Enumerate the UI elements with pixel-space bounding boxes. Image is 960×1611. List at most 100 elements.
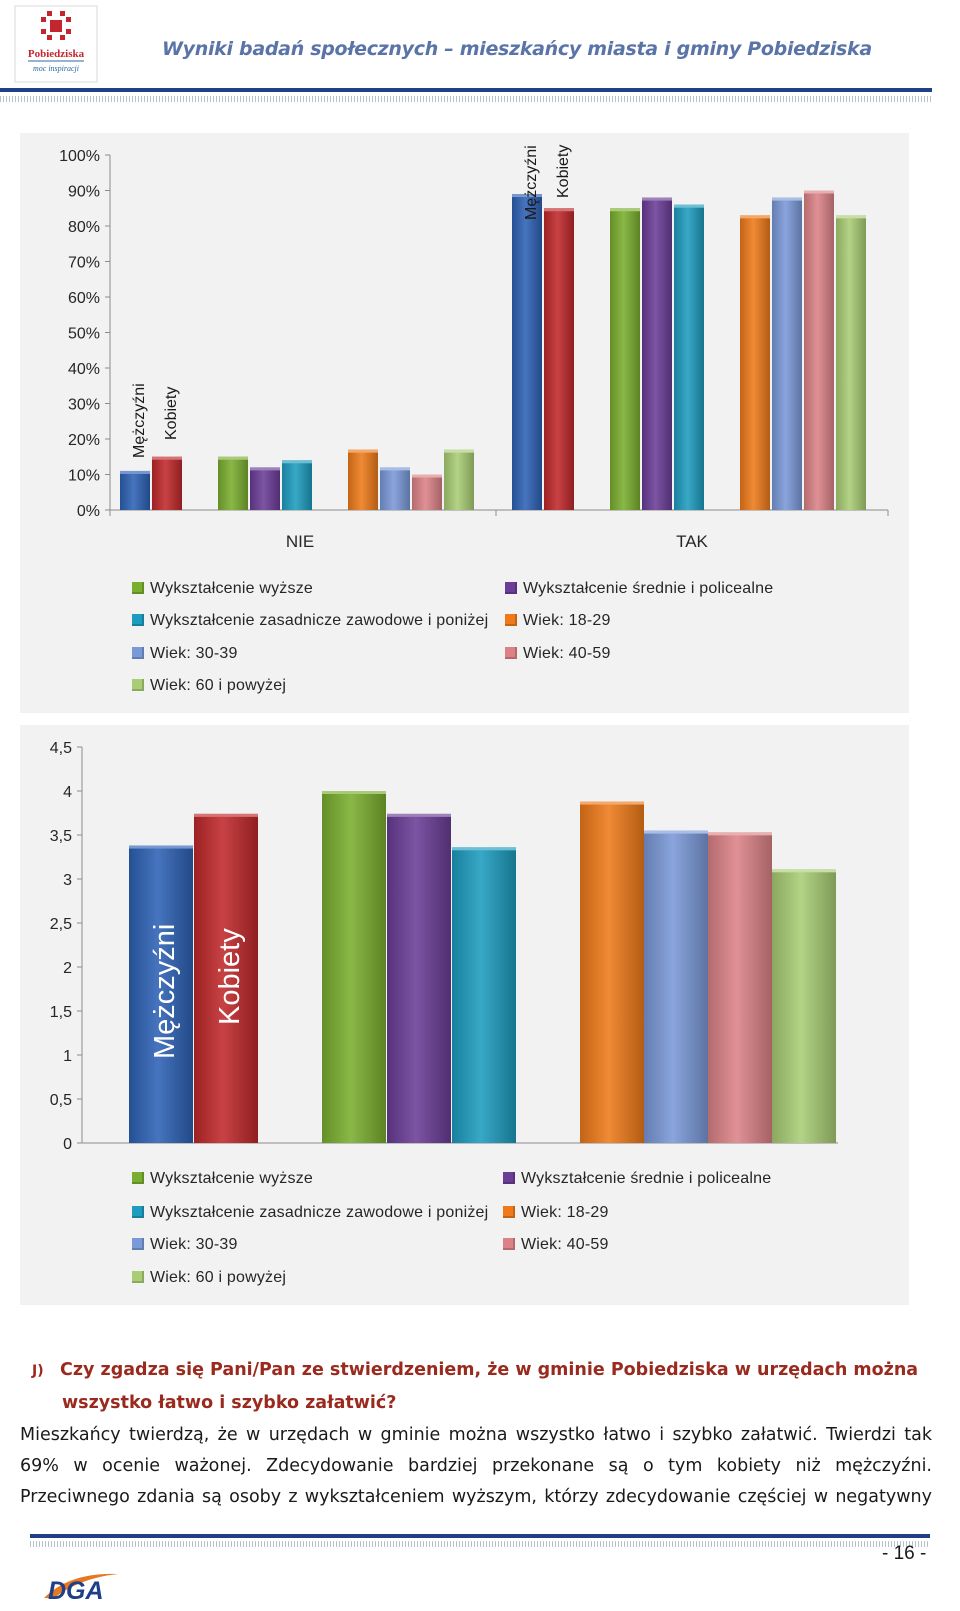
series-label-rotated: Mężczyźni — [131, 383, 148, 458]
legend-swatch — [132, 1172, 144, 1184]
bar-1-nie — [120, 470, 150, 510]
y-tick-label: 1 — [63, 1048, 72, 1065]
bar-cap — [120, 470, 150, 474]
y-tick-label: 0% — [77, 503, 100, 520]
dga-logo-text: DGA — [48, 1577, 104, 1604]
bar-5-nie — [282, 460, 312, 510]
legend-label: Wykształcenie zasadnicze zawodowe i poni… — [150, 1204, 489, 1221]
legend-item: Wiek: 40-59 — [505, 645, 611, 663]
bar-3-all — [322, 791, 386, 1143]
bar-cap — [282, 460, 312, 464]
legend-item: Wykształcenie średnie i policealne — [505, 580, 773, 598]
bar-cap — [772, 869, 836, 873]
bar-7-all — [644, 830, 708, 1143]
paragraph-line-3: Przeciwnego zdania są osoby z wykształce… — [20, 1487, 932, 1507]
bar-cap — [412, 474, 442, 478]
legend-swatch — [505, 647, 517, 659]
legend-item: Wiek: 30-39 — [132, 1236, 238, 1254]
bar-cap — [708, 832, 772, 836]
legend-item: Wiek: 18-29 — [503, 1204, 609, 1222]
question-block: J) Czy zgadza się Pani/Pan ze stwierdzeni… — [32, 1354, 932, 1419]
bar-4-tak — [642, 197, 672, 510]
x-category-label: TAK — [676, 532, 708, 551]
y-tick-label: 2 — [63, 960, 72, 977]
y-tick-label: 3 — [63, 872, 72, 889]
bar-cap — [152, 456, 182, 460]
question-line-1: Czy zgadza się Pani/Pan ze stwierdzeniem… — [60, 1360, 919, 1380]
footer-rule — [30, 1534, 930, 1538]
bar-8-nie — [412, 474, 442, 510]
legend-label: Wiek: 40-59 — [523, 645, 611, 662]
legend-label: Wykształcenie wyższe — [150, 580, 314, 597]
legend-label: Wiek: 30-39 — [150, 1236, 238, 1253]
bar-cap — [836, 215, 866, 219]
bar-cap — [610, 208, 640, 212]
bar-2-nie — [152, 456, 182, 510]
legend-swatch — [503, 1238, 515, 1250]
paragraph-line-1: Mieszkańcy twierdzą, że w urzędach w gmi… — [20, 1425, 932, 1445]
bar-cap — [512, 194, 542, 198]
logo-name: Pobiedziska — [28, 48, 85, 60]
legend-label: Wykształcenie wyższe — [150, 1170, 314, 1187]
chart-2-weighted-score: 0 0,5 1 1,5 2 2,5 3 3,5 4 4,5 Mężczyźni Kobiety — [50, 740, 838, 1153]
pobiedziska-logo: Pobiedziska moc inspiracji — [14, 5, 98, 83]
legend-swatch — [132, 582, 144, 594]
legend-swatch — [132, 647, 144, 659]
bar-cap — [348, 449, 378, 453]
series-label-rotated: Mężczyźni — [149, 924, 181, 1059]
y-tick-label: 0 — [63, 1136, 72, 1153]
legend-swatch — [505, 614, 517, 626]
bar-cap — [218, 456, 248, 460]
bar-3-nie — [218, 456, 248, 510]
bar-1-tak — [512, 194, 542, 511]
bar-cap — [322, 791, 386, 794]
header-dotted-rule — [0, 96, 932, 102]
legend-swatch — [132, 1238, 144, 1250]
bar-cap — [129, 845, 193, 849]
legend-item: Wykształcenie zasadnicze zawodowe i poni… — [132, 612, 488, 630]
bar-cap — [804, 190, 834, 194]
legend-item: Wiek: 60 i powyżej — [132, 677, 286, 695]
body-paragraph: Mieszkańcy twierdzą, że w urzędach w gmi… — [20, 1420, 932, 1513]
y-tick-label: 60% — [68, 290, 100, 307]
bar-9-nie — [444, 449, 474, 510]
legend-swatch — [132, 1206, 144, 1218]
y-tick-label: 70% — [68, 255, 100, 272]
bar-7-nie — [380, 467, 410, 510]
legend-swatch — [132, 614, 144, 626]
legend-item: Wiek: 60 i powyżej — [132, 1269, 286, 1287]
y-tick-label: 20% — [68, 432, 100, 449]
logo-tagline: moc inspiracji — [33, 64, 79, 73]
legend-item: Wiek: 40-59 — [503, 1236, 609, 1254]
question-line-2: wszystko łatwo i szybko załatwić? — [62, 1393, 397, 1413]
chart-panel-2: 0 0,5 1 1,5 2 2,5 3 3,5 4 4,5 Mężczyźni Kobiety Wyk… — [20, 725, 909, 1305]
legend-swatch — [132, 679, 144, 691]
bar-2-tak — [544, 208, 574, 510]
legend-swatch — [503, 1172, 515, 1184]
legend-item: Wykształcenie wyższe — [132, 1170, 313, 1188]
y-tick-label: 90% — [68, 184, 100, 201]
y-tick-label: 1,5 — [50, 1004, 72, 1021]
legend-item: Wiek: 18-29 — [505, 612, 611, 630]
bar-cap — [642, 197, 672, 201]
bar-8-all — [708, 832, 772, 1143]
bar-4-nie — [250, 467, 280, 510]
bar-cap — [544, 208, 574, 212]
bar-6-nie — [348, 449, 378, 510]
bar-5-tak — [674, 204, 704, 510]
y-tick-label: 10% — [68, 468, 100, 485]
bar-4-all — [387, 813, 451, 1143]
bar-6-tak — [740, 215, 770, 510]
y-tick-label: 4,5 — [50, 740, 72, 757]
bar-cap — [250, 467, 280, 471]
bar-cap — [740, 215, 770, 219]
legend-label: Wiek: 18-29 — [521, 1204, 609, 1221]
legend-label: Wykształcenie średnie i policealne — [521, 1170, 772, 1187]
bar-cap — [772, 197, 802, 201]
legend-label: Wiek: 60 i powyżej — [150, 677, 287, 694]
bar-7-tak — [772, 197, 802, 510]
y-tick-label: 50% — [68, 326, 100, 343]
y-tick-label: 0,5 — [50, 1092, 72, 1109]
y-tick-label: 3,5 — [50, 828, 72, 845]
legend-swatch — [132, 1271, 144, 1283]
